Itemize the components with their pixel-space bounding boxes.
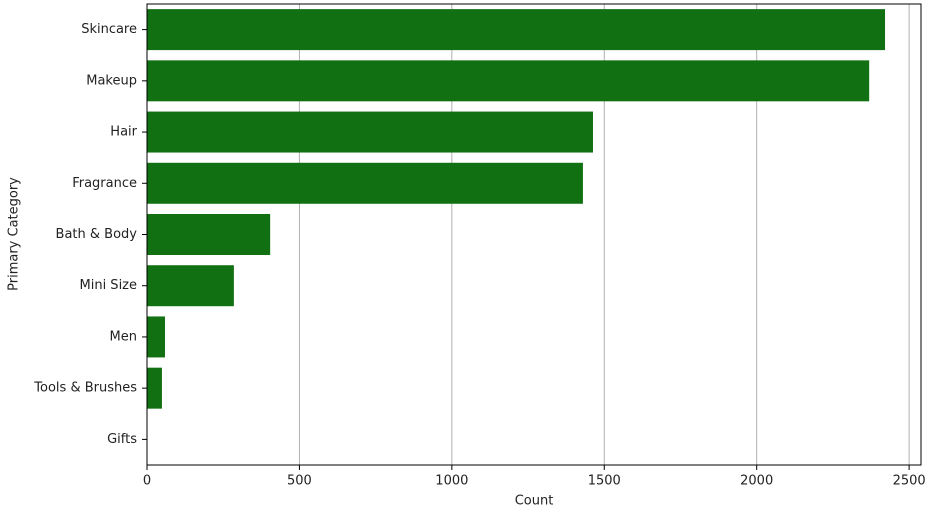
x-tick-label: 2000 — [740, 474, 773, 489]
y-tick-label: Hair — [110, 125, 137, 140]
bar — [147, 316, 165, 358]
y-tick-label: Tools & Brushes — [33, 381, 137, 396]
y-tick-label: Men — [110, 329, 137, 344]
y-tick-label: Gifts — [107, 432, 137, 447]
x-tick-label: 1500 — [588, 474, 621, 489]
bar — [147, 367, 162, 409]
plot-frame — [146, 3, 922, 466]
x-axis-label: Count — [515, 494, 554, 509]
bar — [147, 111, 593, 153]
bar — [147, 60, 870, 102]
y-tick-label: Mini Size — [80, 278, 138, 293]
y-tick-label: Bath & Body — [56, 227, 138, 242]
y-tick-label: Skincare — [81, 22, 137, 37]
y-tick-label: Makeup — [86, 73, 137, 88]
y-tick-label: Fragrance — [72, 176, 137, 191]
bar — [147, 162, 583, 204]
x-tick-label: 1000 — [435, 474, 468, 489]
x-tick-label: 0 — [143, 474, 151, 489]
x-tick-label: 2500 — [893, 474, 926, 489]
bar — [147, 9, 886, 51]
bar — [147, 214, 271, 255]
bar — [147, 265, 234, 307]
x-tick-label: 500 — [287, 474, 312, 489]
y-axis-label: Primary Category — [7, 177, 22, 291]
